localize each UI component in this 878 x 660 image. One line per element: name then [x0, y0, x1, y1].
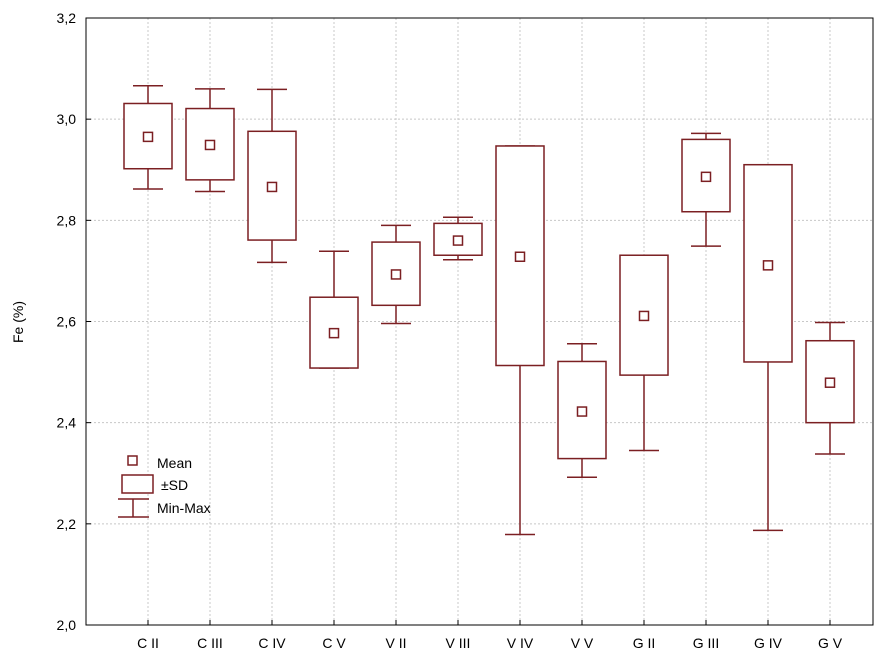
box-group	[495, 145, 545, 536]
mean-marker	[204, 139, 216, 151]
x-tick-label: G IV	[754, 635, 783, 651]
mean-marker	[452, 235, 464, 246]
box-group	[247, 88, 297, 264]
legend-minmax-label: Min-Max	[157, 500, 211, 516]
x-tick-label: C IV	[258, 635, 286, 651]
mean-marker	[266, 181, 278, 193]
y-tick-label: 2,8	[57, 212, 77, 228]
box-group	[743, 163, 793, 532]
x-tick-label: V IV	[507, 635, 534, 651]
x-tick-label: C V	[322, 635, 346, 651]
legend-mean-icon	[127, 455, 138, 466]
mean-marker	[824, 377, 836, 388]
y-tick-label: 3,0	[57, 111, 77, 127]
mean-marker	[762, 260, 774, 271]
y-tick-label: 2,2	[57, 516, 77, 532]
x-tick-label: C II	[137, 635, 159, 651]
y-axis: 2,0 2,2 2,4 2,6 2,8 3,0 3,2	[57, 10, 91, 633]
y-tick-label: 2,0	[57, 617, 77, 633]
mean-marker	[142, 131, 154, 143]
x-tick-label: V V	[571, 635, 594, 651]
y-tick-label: 2,6	[57, 314, 77, 330]
box-group	[185, 88, 235, 193]
x-axis: C II C III C IV C V V II V III V IV V V G II G II…	[137, 620, 843, 651]
y-axis-label: Fe (%)	[10, 301, 26, 343]
mean-marker	[514, 251, 526, 263]
box-group	[619, 254, 669, 452]
legend-sd-label: ±SD	[161, 477, 188, 493]
x-tick-label: G II	[633, 635, 656, 651]
legend: Mean ±SD Min-Max	[118, 455, 211, 518]
x-tick-label: C III	[197, 635, 223, 651]
plot-frame	[85, 17, 874, 626]
box-group	[805, 321, 855, 455]
box-group	[557, 343, 607, 479]
mean-marker	[328, 327, 340, 339]
x-tick-label: G V	[818, 635, 843, 651]
box-group	[433, 216, 483, 261]
box-group	[123, 85, 173, 190]
legend-sd-icon	[121, 474, 154, 494]
mean-marker	[700, 171, 712, 183]
legend-minmax-icon	[118, 498, 149, 518]
box-group	[309, 250, 359, 369]
y-tick-label: 3,2	[57, 10, 77, 26]
x-tick-label: G III	[693, 635, 719, 651]
legend-mean-label: Mean	[157, 455, 192, 471]
mean-marker	[390, 269, 402, 280]
y-tick-label: 2,4	[57, 415, 77, 431]
mean-marker	[576, 406, 588, 417]
x-tick-label: V III	[446, 635, 471, 651]
box-series	[123, 85, 855, 536]
box-group	[371, 224, 421, 325]
x-tick-label: V II	[385, 635, 406, 651]
box-group	[681, 132, 731, 247]
mean-marker	[638, 310, 650, 322]
